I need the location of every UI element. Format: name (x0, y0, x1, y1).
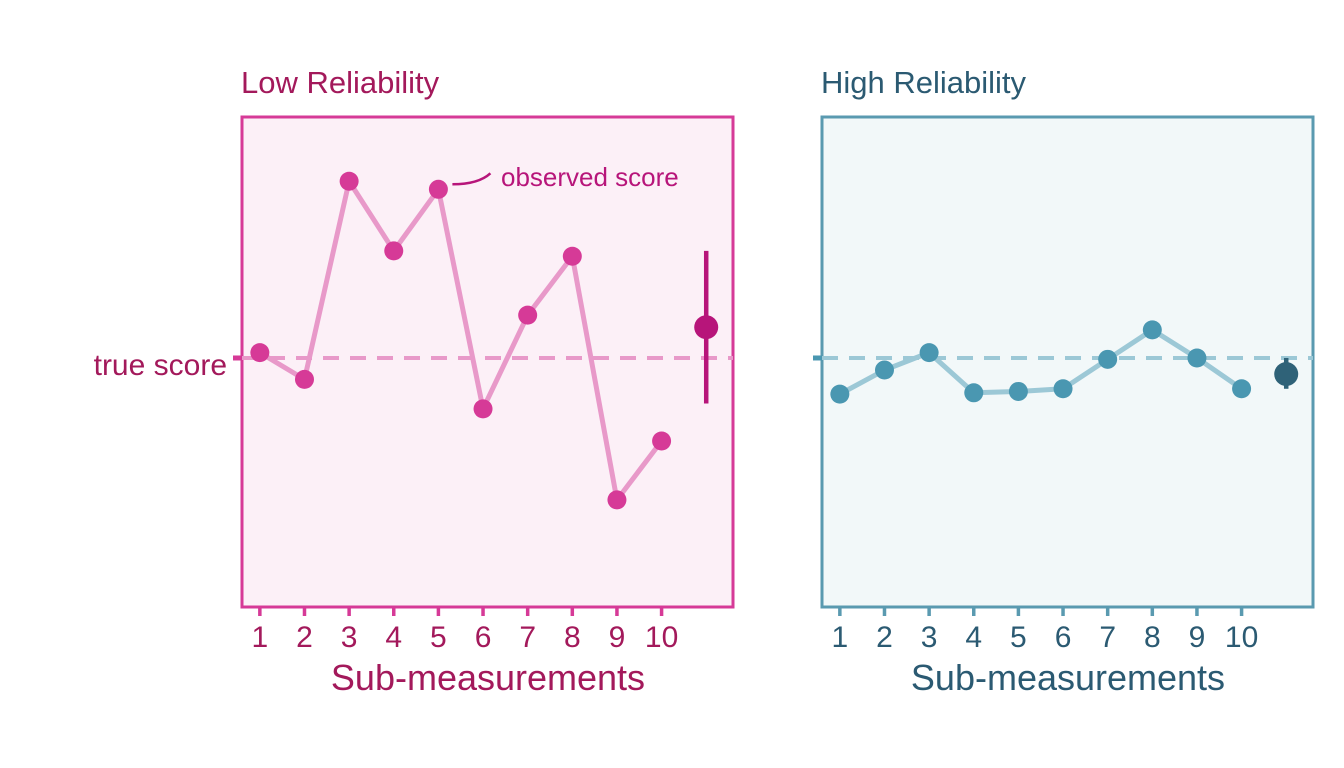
data-point (1232, 379, 1252, 399)
mean-point (1274, 362, 1299, 387)
data-point (1053, 379, 1073, 399)
data-point (250, 343, 270, 363)
x-axis: 1 2 3 4 5 6 7 8 9 10 (252, 607, 678, 654)
data-point (339, 171, 359, 191)
data-point (473, 399, 493, 419)
low-reliability-panel: Low Reliability 1 2 3 4 5 6 7 8 9 10 true score o… (94, 65, 735, 698)
x-tick-label: 3 (341, 621, 358, 654)
data-point (1008, 381, 1028, 401)
true-score-label: true score (94, 349, 227, 382)
data-point (428, 179, 448, 199)
observed-score-line (258, 178, 664, 503)
x-tick-label: 10 (645, 621, 678, 654)
panel-title: High Reliability (821, 65, 1027, 100)
x-tick-label: 2 (876, 621, 893, 654)
data-point (562, 246, 582, 266)
x-tick-label: 4 (965, 621, 982, 654)
data-point (919, 343, 939, 363)
data-point (294, 369, 314, 389)
data-point (964, 383, 984, 403)
x-tick-label: 5 (1010, 621, 1027, 654)
x-axis: 1 2 3 4 5 6 7 8 9 10 (832, 607, 1258, 654)
data-point (518, 305, 538, 325)
x-tick-label: 1 (832, 621, 849, 654)
x-tick-label: 8 (1144, 621, 1161, 654)
data-point (607, 490, 627, 510)
data-point (830, 384, 850, 404)
observed-score-annotation: observed score (501, 162, 679, 192)
x-tick-label: 9 (609, 621, 626, 654)
plot-area (240, 115, 735, 609)
x-tick-label: 8 (564, 621, 581, 654)
x-tick-label: 1 (252, 621, 269, 654)
data-point (1142, 320, 1162, 340)
data-point (1098, 349, 1118, 369)
x-tick-label: 6 (1055, 621, 1072, 654)
x-tick-label: 4 (385, 621, 402, 654)
x-tick-label: 6 (475, 621, 492, 654)
plot-area (820, 115, 1315, 609)
x-tick-label: 3 (921, 621, 938, 654)
x-tick-label: 7 (1099, 621, 1116, 654)
x-tick-label: 5 (430, 621, 447, 654)
x-tick-label: 10 (1225, 621, 1258, 654)
x-axis-label: Sub-measurements (911, 657, 1225, 698)
marks-layer (233, 171, 733, 510)
high-reliability-panel: High Reliability 1 2 3 4 5 6 7 8 9 10 Sub-measure… (813, 65, 1315, 698)
marks-layer (813, 320, 1313, 404)
mean-point (694, 315, 719, 340)
data-point (652, 431, 672, 451)
x-tick-label: 2 (296, 621, 313, 654)
data-point (1187, 348, 1207, 368)
panel-title: Low Reliability (241, 65, 440, 100)
data-point (874, 360, 894, 380)
data-point (384, 241, 404, 261)
observed-score-line (838, 327, 1244, 397)
annotation-leader (452, 172, 492, 186)
x-tick-label: 9 (1189, 621, 1206, 654)
x-axis-label: Sub-measurements (331, 657, 645, 698)
x-tick-label: 7 (519, 621, 536, 654)
